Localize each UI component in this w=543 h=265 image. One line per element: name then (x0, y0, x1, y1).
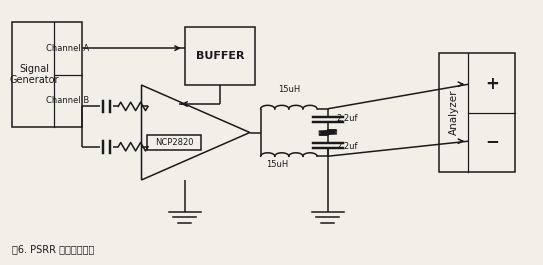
Bar (147, 135, 201, 150)
Text: Channel A: Channel A (46, 44, 90, 53)
Text: Signal
Generator: Signal Generator (9, 64, 59, 85)
Text: 图6. PSRR 测试配置电路: 图6. PSRR 测试配置电路 (11, 244, 94, 254)
Text: BUFFER: BUFFER (196, 51, 244, 61)
Text: 2.2uf: 2.2uf (336, 113, 357, 122)
Text: NCP2820: NCP2820 (155, 138, 193, 147)
Text: 15uH: 15uH (266, 160, 288, 169)
Bar (185, 27, 255, 85)
Text: −: − (485, 132, 498, 150)
Bar (439, 54, 515, 172)
Text: Channel B: Channel B (46, 96, 90, 105)
Text: +: + (485, 75, 498, 93)
Text: 15uH: 15uH (277, 85, 300, 94)
Text: Analyzer: Analyzer (449, 90, 459, 135)
Bar (11, 22, 82, 127)
Text: 2.2uf: 2.2uf (336, 143, 357, 152)
